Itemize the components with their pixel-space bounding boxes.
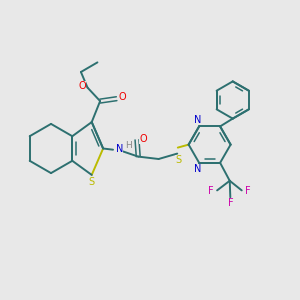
Text: F: F: [227, 198, 233, 208]
Text: O: O: [139, 134, 147, 144]
Text: S: S: [175, 155, 181, 165]
Text: F: F: [208, 186, 214, 196]
Text: S: S: [88, 176, 94, 187]
Text: N: N: [116, 144, 123, 154]
Text: O: O: [78, 81, 86, 92]
Text: O: O: [118, 92, 126, 103]
Text: F: F: [245, 186, 250, 196]
Text: H: H: [124, 141, 131, 150]
Text: N: N: [194, 116, 202, 125]
Text: N: N: [194, 164, 202, 174]
